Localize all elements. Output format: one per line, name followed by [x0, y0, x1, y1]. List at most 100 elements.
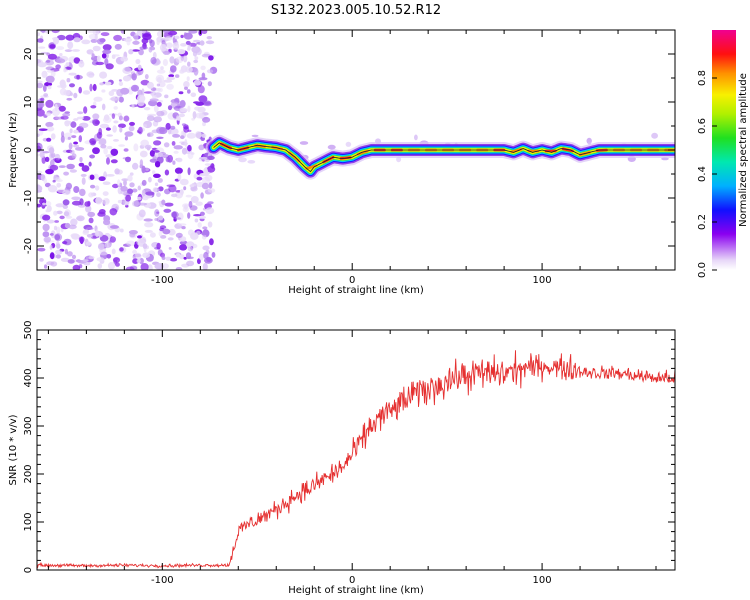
noise-blob	[101, 103, 106, 111]
noise-blob	[56, 46, 65, 51]
noise-blob	[153, 173, 161, 178]
noise-blob	[146, 81, 154, 89]
noise-blob	[100, 32, 110, 37]
noise-blob	[131, 73, 137, 81]
noise-blob	[65, 62, 70, 67]
noise-blob	[73, 118, 79, 121]
noise-blob	[96, 131, 103, 139]
colorbar-tick-label: 0.2	[697, 214, 708, 230]
noise-blob	[73, 57, 81, 64]
noise-blob	[44, 264, 48, 269]
noise-blob	[43, 178, 47, 184]
noise-blob	[41, 70, 48, 78]
noise-blob	[202, 121, 206, 127]
noise-blob	[139, 150, 148, 158]
colorbar-gradient	[712, 30, 736, 270]
noise-blob	[38, 102, 45, 108]
ridge-trace	[213, 142, 675, 173]
noise-blob	[185, 252, 192, 260]
noise-blob	[113, 106, 118, 110]
noise-blob	[65, 49, 72, 52]
noise-blob	[156, 77, 162, 83]
noise-blob	[169, 128, 179, 135]
noise-blob	[59, 53, 63, 57]
noise-blob	[87, 211, 96, 217]
noise-blob	[165, 42, 173, 49]
noise-blob	[86, 227, 94, 230]
noise-blob	[76, 215, 85, 222]
noise-blob	[181, 226, 186, 230]
noise-blob	[144, 222, 154, 228]
x-tick-label: 100	[533, 275, 552, 286]
noise-blob	[159, 44, 167, 52]
noise-blob	[149, 158, 158, 163]
y-tick-label: 300	[23, 416, 34, 435]
noise-blob	[118, 81, 124, 87]
noise-blob	[129, 121, 135, 126]
noise-blob	[51, 108, 61, 116]
noise-blob	[114, 168, 120, 175]
noise-blob	[46, 137, 52, 142]
noise-blob	[190, 152, 195, 155]
colorbar-ticks: 0.0 0.2 0.4 0.6 0.8	[697, 70, 717, 278]
noise-blob	[117, 179, 121, 187]
noise-blob	[175, 56, 184, 64]
noise-blob	[414, 134, 418, 141]
noise-blob	[66, 163, 75, 170]
noise-blob	[68, 142, 73, 150]
noise-blob	[137, 94, 146, 103]
noise-blob	[89, 83, 93, 92]
noise-blob	[180, 34, 184, 39]
noise-blob	[45, 201, 52, 207]
noise-blob	[106, 145, 113, 150]
noise-blob	[89, 174, 95, 180]
noise-blob	[176, 115, 180, 121]
noise-blob	[203, 100, 212, 105]
noise-blob	[46, 69, 55, 73]
noise-blob	[67, 136, 71, 140]
noise-blob	[201, 133, 207, 138]
noise-blob	[179, 254, 185, 260]
noise-blob	[168, 247, 172, 250]
noise-blob	[46, 126, 55, 132]
noise-blob	[136, 258, 141, 264]
noise-blob	[70, 218, 78, 227]
noise-blob	[206, 155, 215, 160]
noise-blob	[88, 161, 92, 167]
noise-blob	[81, 165, 90, 172]
noise-blob	[198, 253, 204, 261]
noise-blob	[55, 177, 61, 181]
noise-blob	[190, 196, 199, 203]
noise-blob	[171, 141, 176, 146]
noise-blob	[92, 45, 101, 52]
noise-blob	[181, 147, 188, 155]
snr-xlabel: Height of straight line (km)	[288, 585, 424, 596]
noise-blob	[42, 223, 50, 232]
noise-blob	[201, 231, 208, 236]
noise-blob	[247, 160, 256, 164]
noise-blob	[194, 218, 199, 223]
noise-blob	[142, 252, 151, 258]
noise-blob	[187, 212, 191, 219]
noise-blob	[41, 30, 46, 34]
noise-blob	[58, 165, 66, 169]
noise-blob	[201, 182, 210, 190]
noise-blob	[177, 173, 182, 181]
noise-blob	[94, 185, 100, 191]
noise-blob	[143, 124, 148, 128]
noise-blob	[207, 201, 214, 205]
noise-blob	[52, 179, 56, 183]
noise-blob	[163, 208, 172, 213]
noise-blob	[45, 168, 54, 175]
noise-blob	[133, 143, 139, 152]
noise-blob	[103, 219, 111, 226]
snr-background	[37, 330, 675, 570]
noise-blob	[84, 201, 91, 207]
noise-blob	[78, 162, 85, 167]
noise-blob	[118, 96, 124, 103]
noise-blob	[105, 63, 114, 70]
noise-blob	[173, 145, 183, 150]
noise-blob	[70, 121, 77, 128]
noise-blob	[102, 116, 112, 124]
noise-blob	[63, 171, 69, 176]
